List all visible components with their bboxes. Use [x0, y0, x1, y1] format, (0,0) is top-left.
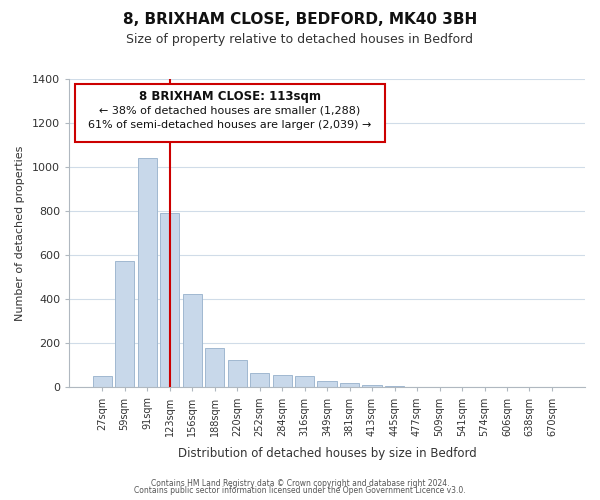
- Bar: [137, 158, 157, 388]
- Text: 61% of semi-detached houses are larger (2,039) →: 61% of semi-detached houses are larger (…: [88, 120, 371, 130]
- Text: Size of property relative to detached houses in Bedford: Size of property relative to detached ho…: [127, 32, 473, 46]
- Bar: [272, 375, 292, 388]
- Bar: [227, 360, 247, 388]
- Bar: [160, 214, 179, 388]
- Bar: [340, 383, 359, 388]
- Text: ← 38% of detached houses are smaller (1,288): ← 38% of detached houses are smaller (1,…: [99, 105, 361, 115]
- Bar: [182, 294, 202, 388]
- Bar: [250, 373, 269, 388]
- Bar: [92, 376, 112, 388]
- Text: Contains HM Land Registry data © Crown copyright and database right 2024.: Contains HM Land Registry data © Crown c…: [151, 478, 449, 488]
- Bar: [362, 384, 382, 388]
- Y-axis label: Number of detached properties: Number of detached properties: [15, 146, 25, 321]
- Bar: [317, 381, 337, 388]
- Text: 8 BRIXHAM CLOSE: 113sqm: 8 BRIXHAM CLOSE: 113sqm: [139, 90, 321, 103]
- Text: 8, BRIXHAM CLOSE, BEDFORD, MK40 3BH: 8, BRIXHAM CLOSE, BEDFORD, MK40 3BH: [123, 12, 477, 28]
- Bar: [385, 386, 404, 388]
- Bar: [115, 260, 134, 388]
- Bar: [295, 376, 314, 388]
- X-axis label: Distribution of detached houses by size in Bedford: Distribution of detached houses by size …: [178, 447, 476, 460]
- Text: Contains public sector information licensed under the Open Government Licence v3: Contains public sector information licen…: [134, 486, 466, 495]
- Bar: [205, 348, 224, 388]
